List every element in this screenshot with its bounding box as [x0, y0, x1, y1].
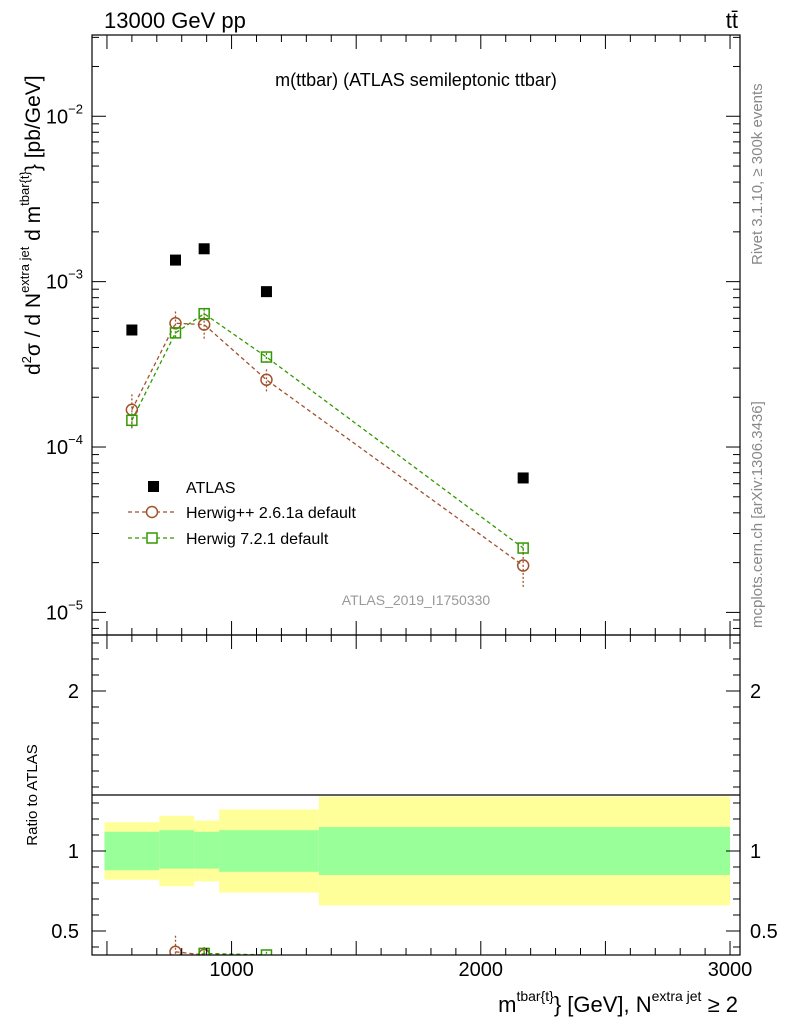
- ratio-herwig7-point-1: [198, 947, 210, 955]
- main-data-points: [125, 243, 530, 588]
- atlas-point-4: [517, 472, 529, 484]
- atlas-point-2: [198, 243, 210, 255]
- ratio-uncertainty-bands: [104, 796, 731, 906]
- ratio-herwigpp-line: [175, 951, 209, 955]
- ratio-stat-band-0: [104, 831, 160, 871]
- herwigpp-point-4: [516, 559, 530, 572]
- main-ytick-label-3: 10−5: [46, 597, 83, 624]
- herwig7-point-0: [126, 414, 138, 427]
- xtick-label-1: 2000: [459, 959, 504, 981]
- legend-herwigpp-marker: [145, 505, 159, 519]
- herwig7-point-3: [260, 351, 273, 363]
- mcplots-reference-label: mcplots.cern.ch [arXiv:1306.3436]: [749, 401, 766, 628]
- energy-label: 13000 GeV pp: [104, 8, 246, 33]
- herwigpp-point-3: [260, 373, 273, 387]
- ratio-stat-band-3: [219, 830, 319, 872]
- legend-herwig7-marker: [146, 532, 158, 544]
- ratio-ytick-label-right-1: 1: [750, 841, 761, 863]
- main-ytick-label-0: 10−2: [46, 101, 83, 128]
- ratio-ytick-label-left-1: 1: [68, 841, 79, 863]
- axis-ticks: [92, 35, 740, 955]
- legend: ATLAS Herwig++ 2.6.1a default Herwig 7.2…: [128, 480, 356, 548]
- atlas-point-0: [126, 324, 138, 336]
- ratio-ytick-label-left-0: 0.5: [51, 921, 79, 943]
- analysis-watermark: ATLAS_2019_I1750330: [342, 592, 491, 608]
- main-y-axis-label: d2σ / d Nextra jet d mtbar{t}} [pb/GeV]: [17, 75, 45, 375]
- herwig7-line: [131, 312, 524, 549]
- ratio-ytick-label-right-2: 2: [750, 681, 761, 703]
- main-ytick-label-1: 10−3: [46, 267, 83, 294]
- herwig7-point-2: [198, 307, 210, 320]
- atlas-point-3: [260, 286, 272, 298]
- legend-atlas-label: ATLAS: [186, 480, 236, 497]
- ratio-herwig7-point-0: [170, 960, 180, 970]
- herwig7-point-1: [169, 327, 182, 339]
- ratio-stat-band-4: [318, 827, 731, 875]
- legend-herwig7-label: Herwig 7.2.1 default: [186, 531, 329, 548]
- herwig7-point-4: [517, 542, 529, 554]
- ratio-y-axis-label: Ratio to ATLAS: [24, 744, 41, 845]
- main-series-lines: [131, 312, 524, 567]
- ratio-herwigpp-point-2: [261, 959, 272, 970]
- axis-tick-labels: 10−2 10−3 10−4 10−5 1000 2000 3000 0.5 0.5 1 1 2 2: [46, 101, 778, 981]
- herwigpp-line: [131, 322, 524, 567]
- atlas-point-1: [169, 254, 181, 266]
- rivet-version-label: Rivet 3.1.10, ≥ 300k events: [749, 83, 766, 265]
- ratio-herwigpp-point-0: [169, 945, 182, 955]
- chart-title: m(ttbar) (ATLAS semileptonic ttbar): [275, 70, 557, 90]
- ratio-ytick-label-left-2: 2: [68, 681, 79, 703]
- ratio-stat-band-1: [159, 830, 195, 869]
- main-ytick-label-2: 10−4: [46, 432, 83, 459]
- xtick-label-0: 1000: [209, 959, 254, 981]
- legend-herwigpp-label: Herwig++ 2.6.1a default: [186, 505, 356, 522]
- x-axis-label: mtbar{t}} [GeV], Nextra jet ≥ 2: [498, 988, 738, 1017]
- ratio-ytick-label-right-0: 0.5: [750, 921, 778, 943]
- ratio-herwig7-point-2: [260, 949, 273, 955]
- ratio-stat-band-2: [194, 831, 220, 869]
- process-label: tt̄: [726, 8, 738, 33]
- legend-atlas-marker: [148, 481, 159, 492]
- xtick-label-2: 3000: [708, 959, 753, 981]
